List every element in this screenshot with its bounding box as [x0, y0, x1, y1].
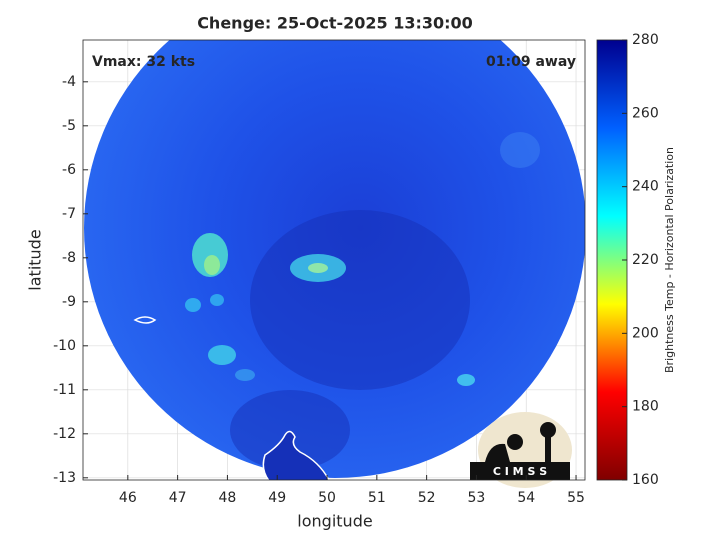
satellite-image: [83, 40, 585, 480]
title: Chenge: 25-Oct-2025 13:30:00: [197, 14, 473, 33]
colorbar-tick-label: 220: [632, 252, 659, 268]
x-tick-label: 52: [418, 490, 436, 506]
x-tick-label: 51: [368, 490, 386, 506]
x-tick-label: 47: [169, 490, 187, 506]
time-away-label: 01:09 away: [486, 54, 576, 70]
y-tick-label: -10: [53, 338, 76, 354]
y-tick-label: -8: [62, 250, 76, 266]
y-tick-label: -4: [62, 74, 76, 90]
y-axis-label: latitude: [26, 229, 45, 290]
y-tick-label: -11: [53, 382, 76, 398]
colorbar-tick-label: 160: [632, 472, 659, 488]
y-tick-label: -5: [62, 118, 76, 134]
colorbar-tick-label: 260: [632, 105, 659, 121]
x-tick-label: 48: [219, 490, 237, 506]
plot-frame: [82, 39, 586, 481]
y-tick-label: -7: [62, 206, 76, 222]
x-tick-label: 55: [567, 490, 585, 506]
y-tick-label: -9: [62, 294, 76, 310]
logo-text: C I M S S: [493, 465, 547, 478]
x-tick-label: 53: [468, 490, 486, 506]
colorbar-tick-label: 240: [632, 179, 659, 195]
x-axis-label: longitude: [297, 512, 372, 531]
colorbar-tick-label: 180: [632, 399, 659, 415]
cimss-logo: C I M S S: [470, 412, 572, 488]
y-tick-label: -13: [53, 470, 76, 486]
vmax-label: Vmax: 32 kts: [92, 54, 195, 70]
x-tick-label: 54: [517, 490, 535, 506]
colorbar-label: Brightness Temp - Horizontal Polarizatio…: [663, 147, 676, 373]
colorbar-tick-label: 200: [632, 325, 659, 341]
colorbar-tick-label: 280: [632, 32, 659, 48]
x-tick-label: 50: [318, 490, 336, 506]
x-tick-label: 46: [119, 490, 137, 506]
y-tick-label: -6: [62, 162, 76, 178]
x-tick-label: 49: [268, 490, 286, 506]
y-tick-label: -12: [53, 426, 76, 442]
